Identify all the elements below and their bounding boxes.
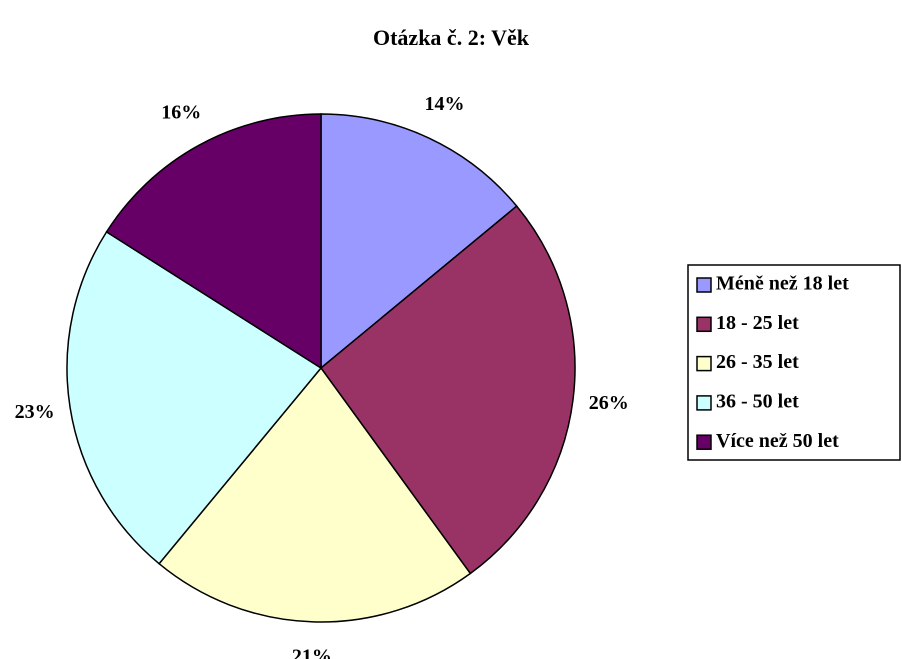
legend-swatch xyxy=(696,395,712,411)
data-label: 26% xyxy=(589,392,629,414)
data-label: 21% xyxy=(292,645,332,659)
legend-label: Méně než 18 let xyxy=(716,273,849,295)
legend-label: 18 - 25 let xyxy=(716,312,799,334)
pie-slice xyxy=(105,113,322,370)
legend-label: Více než 50 let xyxy=(716,430,839,452)
legend-swatch xyxy=(696,277,712,293)
legend-swatch xyxy=(696,355,712,372)
pie-slice xyxy=(66,230,323,565)
chart-title: Otázka č. 2: Věk xyxy=(373,25,530,50)
pie-slice xyxy=(158,366,472,623)
data-label: 23% xyxy=(15,401,55,423)
legend-swatch xyxy=(696,316,712,333)
data-label: 16% xyxy=(161,101,201,123)
legend-label: 36 - 50 let xyxy=(716,390,799,412)
data-label: 14% xyxy=(424,93,464,115)
pie-slice xyxy=(320,113,518,370)
pie-slice xyxy=(319,205,576,575)
legend-box xyxy=(687,264,901,461)
legend-label: 26 - 35 let xyxy=(716,351,799,373)
legend-swatch xyxy=(696,434,712,450)
